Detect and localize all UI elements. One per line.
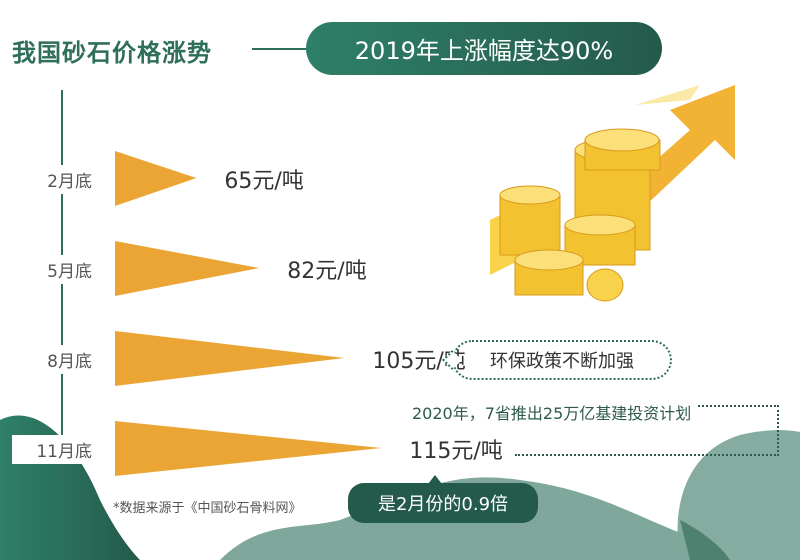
title-connector bbox=[252, 48, 307, 50]
coins-illustration bbox=[490, 85, 735, 302]
plan-annotation: 2020年，7省推出25万亿基建投资计划 bbox=[406, 400, 698, 424]
page-title: 我国砂石价格涨势 bbox=[12, 39, 212, 67]
headline-pill: 2019年上涨幅度达90% bbox=[306, 22, 662, 75]
ratio-badge: 是2月份的0.9倍 bbox=[348, 475, 538, 523]
bar-1 bbox=[115, 241, 260, 296]
bar-2 bbox=[115, 331, 345, 386]
category-label: 2月底 bbox=[12, 165, 92, 194]
wave-right bbox=[677, 430, 800, 560]
value-label: 65元/吨 bbox=[224, 169, 304, 194]
timeline-axis bbox=[61, 90, 63, 480]
value-label: 115元/吨 bbox=[409, 439, 503, 464]
value-label: 82元/吨 bbox=[287, 259, 367, 284]
category-label: 11月底 bbox=[12, 435, 92, 464]
policy-callout: 环保政策不断加强 bbox=[452, 340, 672, 380]
category-label: 8月底 bbox=[12, 345, 92, 374]
bar-0 bbox=[115, 151, 197, 206]
source-note: *数据来源于《中国砂石骨料网》 bbox=[113, 501, 302, 516]
bar-3 bbox=[115, 421, 382, 476]
category-label: 5月底 bbox=[12, 255, 92, 284]
